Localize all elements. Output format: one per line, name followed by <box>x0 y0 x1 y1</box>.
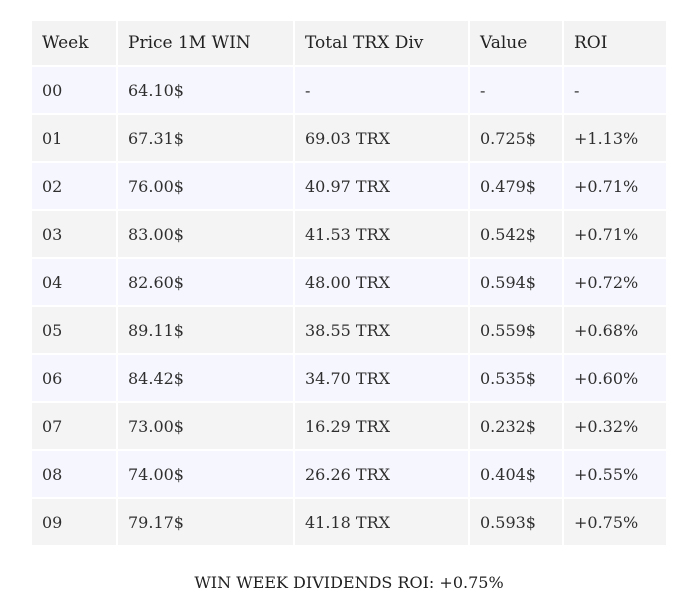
cell-value: 0.593$ <box>468 497 564 547</box>
cell-roi: - <box>562 65 668 115</box>
cell-price: 76.00$ <box>116 161 295 211</box>
cell-price: 79.17$ <box>116 497 295 547</box>
header-price: Price 1M WIN <box>116 19 295 67</box>
cell-total-div: 69.03 TRX <box>293 113 470 163</box>
table-row: 01 67.31$ 69.03 TRX 0.725$ +1.13% <box>30 113 668 163</box>
dividends-table: Week Price 1M WIN Total TRX Div Value RO… <box>30 19 668 547</box>
table-row: 09 79.17$ 41.18 TRX 0.593$ +0.75% <box>30 497 668 547</box>
cell-week: 06 <box>30 353 118 403</box>
table-header-row: Week Price 1M WIN Total TRX Div Value RO… <box>30 19 668 67</box>
table-row: 08 74.00$ 26.26 TRX 0.404$ +0.55% <box>30 449 668 499</box>
cell-value: 0.232$ <box>468 401 564 451</box>
cell-total-div: - <box>293 65 470 115</box>
cell-total-div: 34.70 TRX <box>293 353 470 403</box>
cell-total-div: 41.53 TRX <box>293 209 470 259</box>
cell-price: 74.00$ <box>116 449 295 499</box>
cell-roi: +0.72% <box>562 257 668 307</box>
table-row: 06 84.42$ 34.70 TRX 0.535$ +0.60% <box>30 353 668 403</box>
cell-total-div: 41.18 TRX <box>293 497 470 547</box>
cell-price: 89.11$ <box>116 305 295 355</box>
cell-roi: +0.68% <box>562 305 668 355</box>
table-caption: WIN WEEK DIVIDENDS ROI: +0.75% <box>194 573 504 592</box>
cell-week: 08 <box>30 449 118 499</box>
table-row: 05 89.11$ 38.55 TRX 0.559$ +0.68% <box>30 305 668 355</box>
cell-value: 0.535$ <box>468 353 564 403</box>
cell-total-div: 26.26 TRX <box>293 449 470 499</box>
cell-price: 67.31$ <box>116 113 295 163</box>
header-week: Week <box>30 19 118 67</box>
cell-week: 05 <box>30 305 118 355</box>
cell-roi: +0.55% <box>562 449 668 499</box>
header-roi: ROI <box>562 19 668 67</box>
cell-week: 01 <box>30 113 118 163</box>
cell-total-div: 40.97 TRX <box>293 161 470 211</box>
cell-value: - <box>468 65 564 115</box>
cell-value: 0.594$ <box>468 257 564 307</box>
cell-week: 00 <box>30 65 118 115</box>
cell-price: 84.42$ <box>116 353 295 403</box>
cell-week: 03 <box>30 209 118 259</box>
table-row: 07 73.00$ 16.29 TRX 0.232$ +0.32% <box>30 401 668 451</box>
table-row: 04 82.60$ 48.00 TRX 0.594$ +0.72% <box>30 257 668 307</box>
cell-roi: +0.71% <box>562 209 668 259</box>
cell-price: 82.60$ <box>116 257 295 307</box>
cell-value: 0.725$ <box>468 113 564 163</box>
cell-week: 09 <box>30 497 118 547</box>
cell-roi: +0.71% <box>562 161 668 211</box>
table-row: 00 64.10$ - - - <box>30 65 668 115</box>
table-body: 00 64.10$ - - -01 67.31$ 69.03 TRX 0.725$ +1.13%… <box>30 65 668 547</box>
cell-price: 73.00$ <box>116 401 295 451</box>
cell-price: 83.00$ <box>116 209 295 259</box>
cell-value: 0.559$ <box>468 305 564 355</box>
cell-week: 04 <box>30 257 118 307</box>
cell-value: 0.404$ <box>468 449 564 499</box>
cell-total-div: 48.00 TRX <box>293 257 470 307</box>
cell-roi: +0.60% <box>562 353 668 403</box>
cell-roi: +1.13% <box>562 113 668 163</box>
table-row: 02 76.00$ 40.97 TRX 0.479$ +0.71% <box>30 161 668 211</box>
cell-total-div: 16.29 TRX <box>293 401 470 451</box>
cell-week: 07 <box>30 401 118 451</box>
table-row: 03 83.00$ 41.53 TRX 0.542$ +0.71% <box>30 209 668 259</box>
cell-week: 02 <box>30 161 118 211</box>
cell-price: 64.10$ <box>116 65 295 115</box>
header-total-div: Total TRX Div <box>293 19 470 67</box>
cell-roi: +0.75% <box>562 497 668 547</box>
header-value: Value <box>468 19 564 67</box>
cell-total-div: 38.55 TRX <box>293 305 470 355</box>
cell-value: 0.542$ <box>468 209 564 259</box>
cell-value: 0.479$ <box>468 161 564 211</box>
cell-roi: +0.32% <box>562 401 668 451</box>
